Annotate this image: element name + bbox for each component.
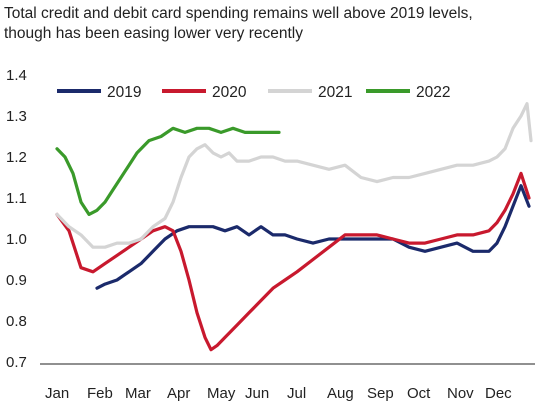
- x-tick-label: Feb: [87, 385, 113, 402]
- chart-title-line-2: though has been easing lower very recent…: [4, 25, 303, 42]
- series-line-2022: [55, 126, 281, 216]
- legend-label-2021: 2021: [318, 84, 352, 101]
- series-line-2021: [55, 102, 533, 249]
- x-tick-label: Dec: [485, 385, 512, 402]
- x-tick-label: May: [207, 385, 236, 402]
- y-tick-label: 1.0: [6, 231, 27, 248]
- x-tick-label: Mar: [125, 385, 151, 402]
- y-tick-label: 0.8: [6, 313, 27, 330]
- y-tick-label: 0.9: [6, 272, 27, 289]
- y-tick-label: 1.1: [6, 190, 27, 207]
- legend: 2019 2020 2021 2022: [57, 84, 450, 101]
- series-lines: [55, 102, 533, 352]
- series-line-2019: [95, 184, 531, 290]
- legend-label-2022: 2022: [416, 84, 450, 101]
- x-tick-label: Sep: [367, 385, 394, 402]
- x-tick-label: Jul: [287, 385, 306, 402]
- y-tick-label: 1.4: [6, 67, 27, 84]
- x-tick-label: Apr: [167, 385, 190, 402]
- y-tick-label: 1.3: [6, 108, 27, 125]
- x-tick-label: Nov: [447, 385, 474, 402]
- x-tick-label: Aug: [327, 385, 354, 402]
- x-tick-label: Oct: [407, 385, 431, 402]
- x-tick-label: Jan: [45, 385, 69, 402]
- chart-title-line-1: Total credit and debit card spending rem…: [4, 5, 473, 22]
- x-axis-ticks: Jan Feb Mar Apr May Jun Jul Aug Sep Oct Nov Dec: [45, 385, 512, 402]
- chart-title: Total credit and debit card spending rem…: [4, 4, 544, 44]
- legend-label-2020: 2020: [212, 84, 247, 101]
- y-axis-ticks: 0.7 0.8 0.9 1.0 1.1 1.2 1.3 1.4: [6, 67, 27, 371]
- x-tick-label: Jun: [245, 385, 269, 402]
- legend-label-2019: 2019: [107, 84, 141, 101]
- y-tick-label: 1.2: [6, 149, 27, 166]
- series-line-2020: [55, 171, 531, 352]
- y-tick-label: 0.7: [6, 354, 27, 371]
